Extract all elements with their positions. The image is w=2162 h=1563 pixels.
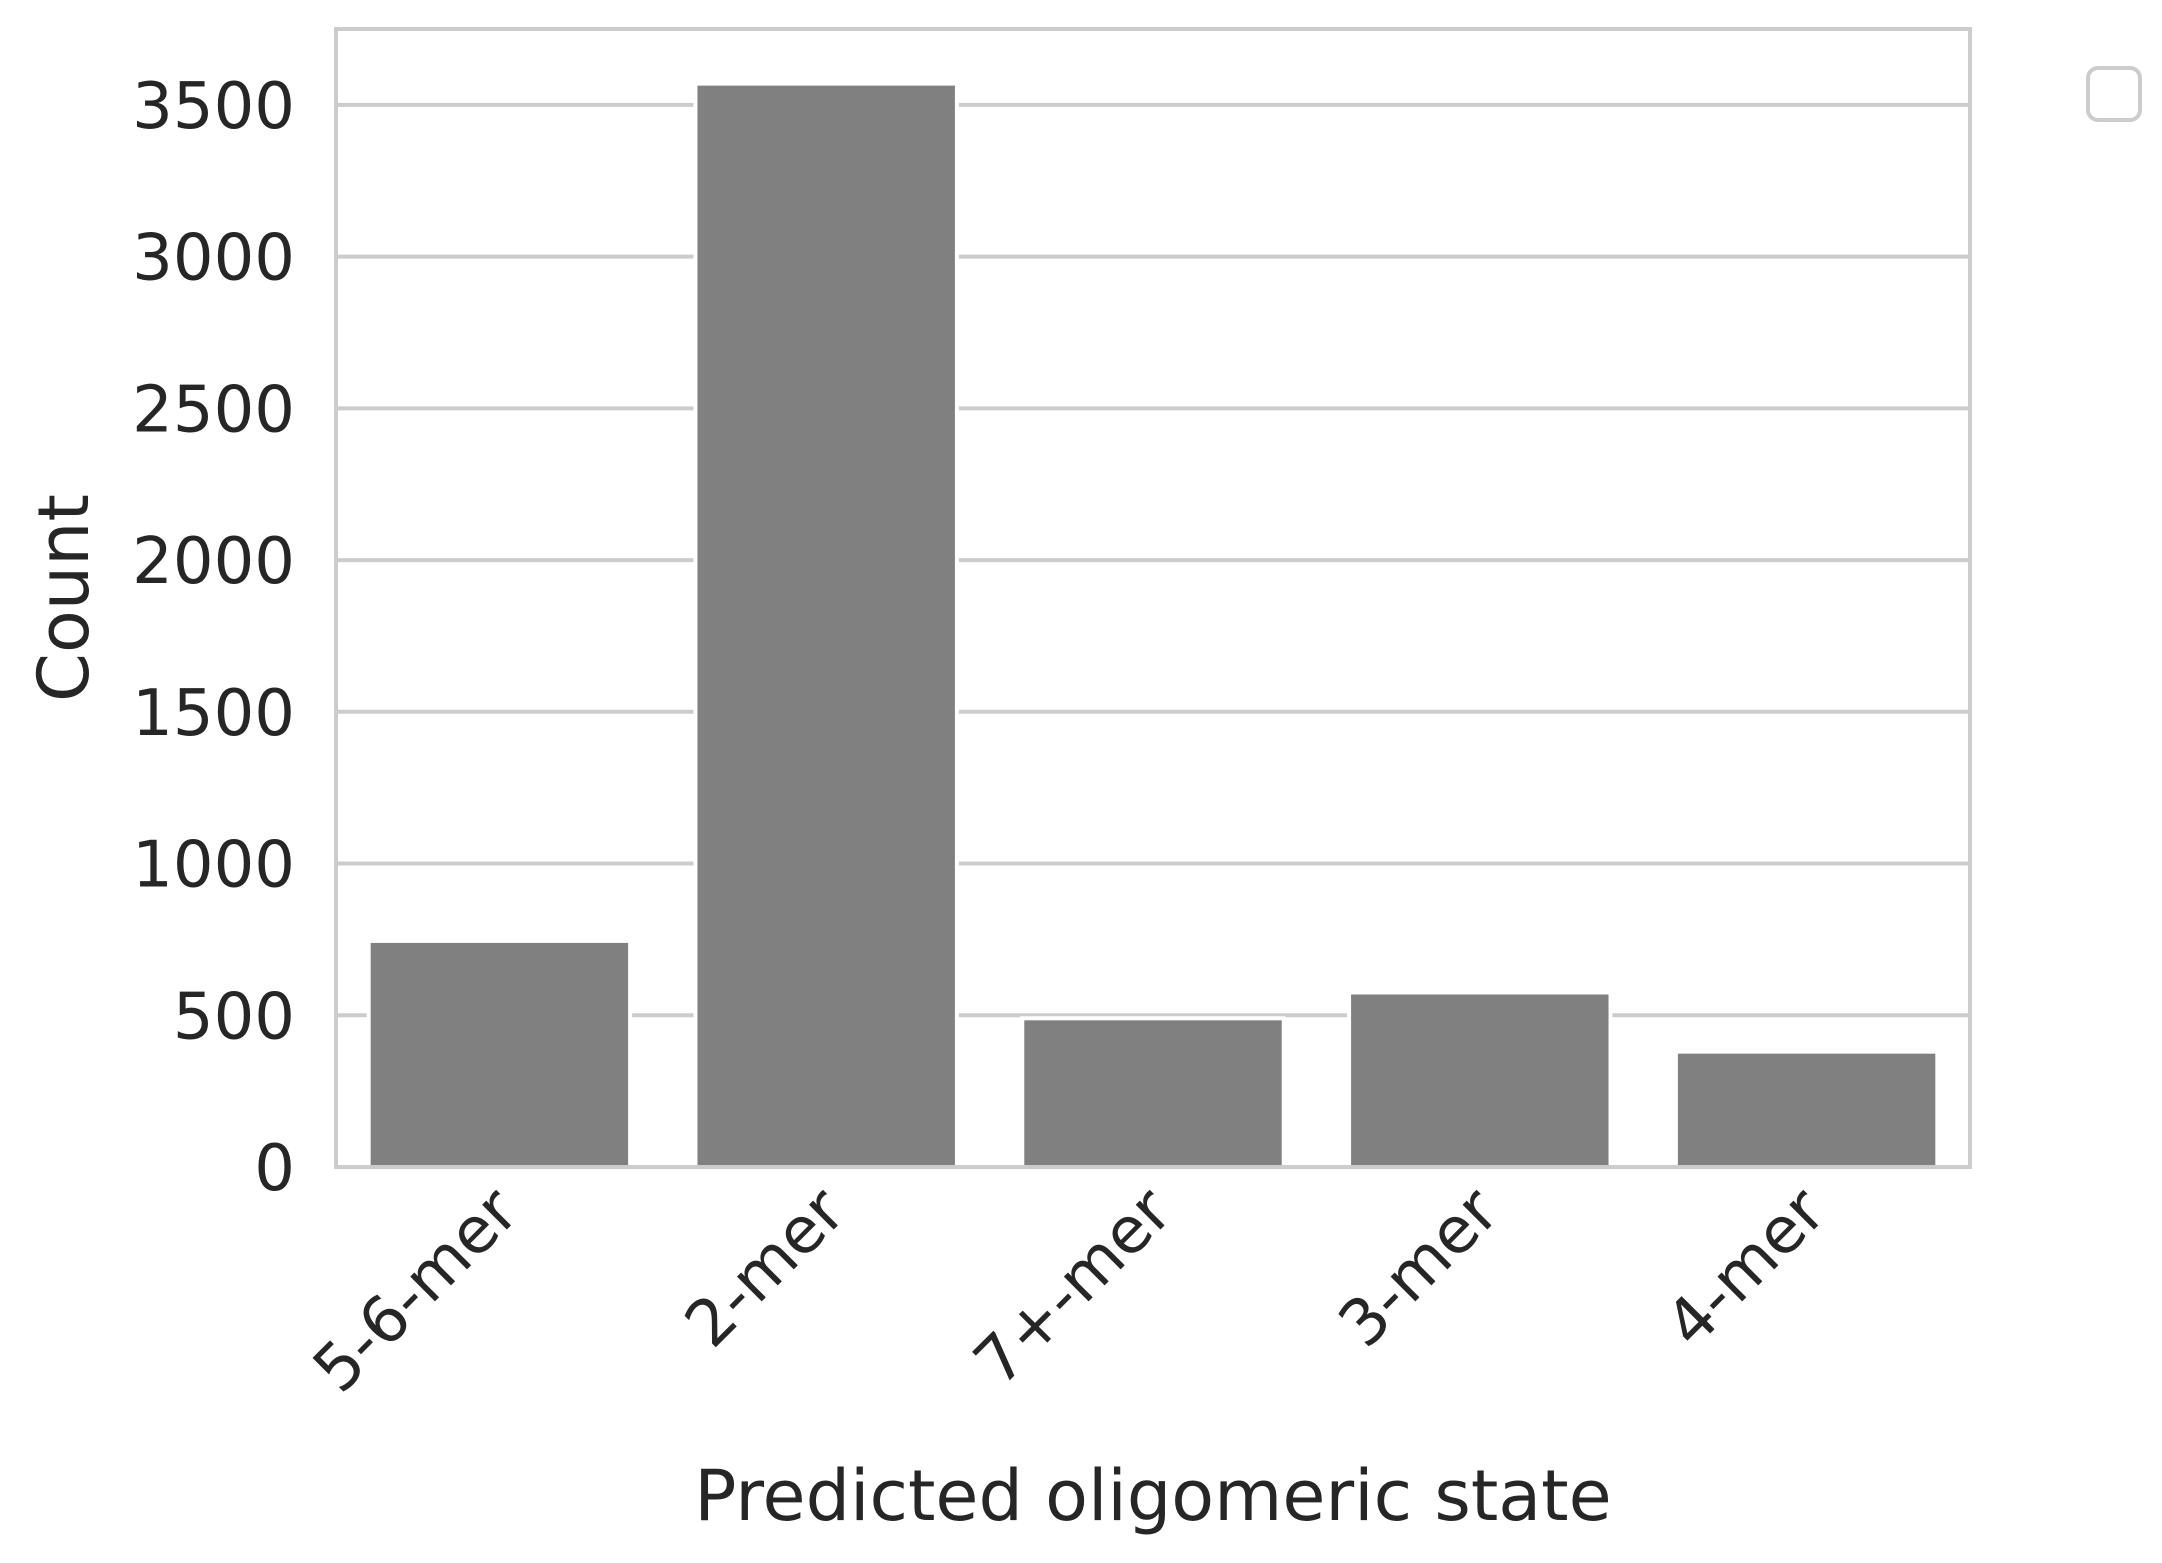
bar-4-mer: [1673, 1049, 1940, 1169]
bar-7+-mer: [1020, 1016, 1286, 1169]
y-tick-label-1500: 1500: [132, 677, 295, 751]
y-tick-label-500: 500: [173, 980, 295, 1054]
y-tick-label-1000: 1000: [132, 829, 295, 903]
plot-frame: [334, 27, 1972, 1169]
y-tick-label-0: 0: [254, 1132, 295, 1206]
bar-2-mer: [693, 81, 959, 1169]
y-axis-label: Count: [23, 494, 105, 702]
bars: [366, 81, 1940, 1170]
y-tick-label-3000: 3000: [132, 222, 295, 296]
legend-box: [2086, 66, 2142, 122]
y-tick-label-2500: 2500: [132, 373, 295, 447]
y-tick-label-2000: 2000: [132, 525, 295, 599]
bar-3-mer: [1347, 990, 1613, 1169]
y-tick-labels: 0 500 1000 1500 2000 2500 3000 3500: [132, 70, 295, 1206]
bar-5-6-mer: [366, 938, 633, 1170]
x-axis-label: Predicted oligomeric state: [694, 1455, 1611, 1537]
y-tick-label-3500: 3500: [132, 70, 295, 144]
